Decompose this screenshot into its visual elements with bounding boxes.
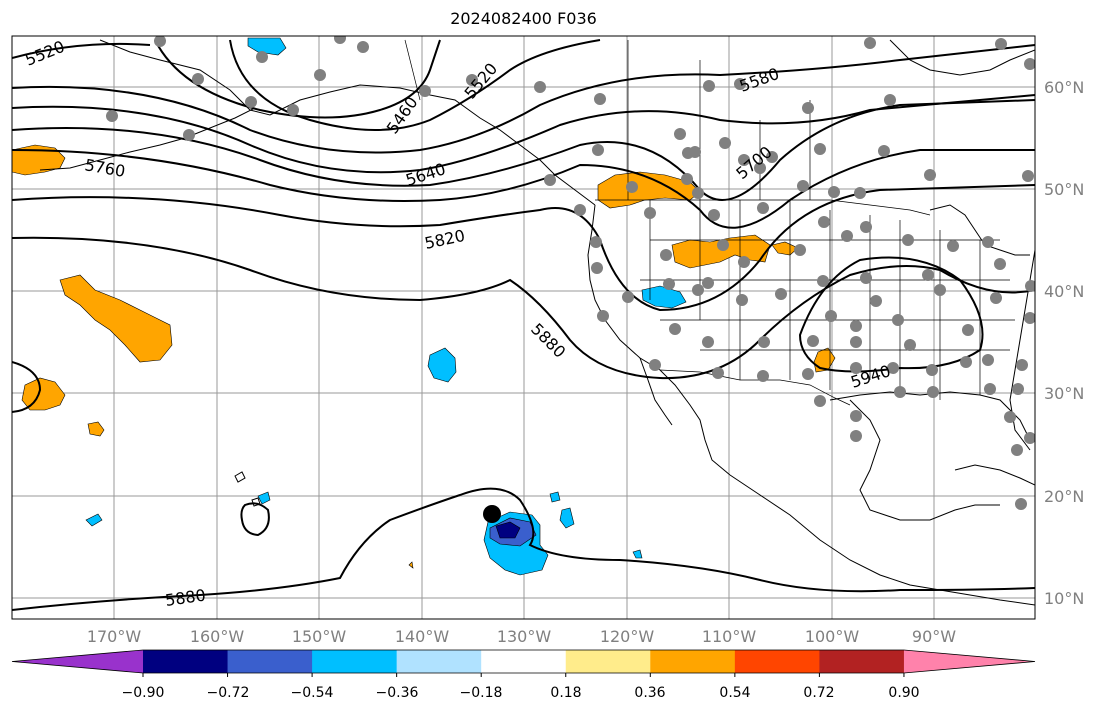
colorbar-tick-label: −0.36 <box>376 685 419 701</box>
colorbar-segment <box>481 650 567 673</box>
anomaly-fill-dateline-west <box>21 377 66 411</box>
colorbar-tick-labels: −0.90 −0.72 −0.54 −0.36 −0.18 0.18 0.36 … <box>122 685 920 701</box>
contour-label: 5880 <box>527 319 569 361</box>
colorbar-tick-label: 0.90 <box>888 685 919 701</box>
lon-label: 120°W <box>600 627 655 646</box>
lon-label: 90°W <box>912 627 956 646</box>
lon-label: 160°W <box>190 627 245 646</box>
height-contours <box>12 39 1035 611</box>
contour-5520-a <box>12 42 151 59</box>
lat-label: 50°N <box>1044 180 1084 199</box>
anomaly-fill-small-1 <box>87 421 105 437</box>
contour-5820 <box>12 184 1035 312</box>
colorbar-segment <box>396 650 482 673</box>
colorbar-segment <box>734 650 820 673</box>
anomaly-fill-central-pacific <box>427 347 457 383</box>
colorbar-tick-label: 0.54 <box>719 685 750 701</box>
contour-5880-north <box>12 236 1035 380</box>
map-frame <box>11 35 1036 620</box>
anomaly-fill-tiny <box>408 561 414 569</box>
colorbar-tick-label: 0.36 <box>634 685 665 701</box>
hawaii-islands <box>234 471 261 507</box>
anomaly-fill-small-6 <box>632 549 643 559</box>
colorbar <box>11 649 1036 677</box>
aleutians <box>39 107 256 171</box>
colorbar-tick-label: −0.18 <box>460 685 503 701</box>
contour-label: 5700 <box>732 142 775 183</box>
gulf-coast <box>849 399 1000 521</box>
contour-5880-south <box>12 487 1035 611</box>
anomaly-fill-small-3 <box>257 491 271 505</box>
anomaly-fill-west-edge <box>12 144 66 176</box>
positive-anomaly-fills <box>12 144 836 569</box>
lon-label: 130°W <box>497 627 552 646</box>
anomaly-fill-great-basin <box>641 285 687 309</box>
us-canada-border <box>595 199 931 216</box>
great-lakes <box>929 204 1030 256</box>
contour-label: 5460 <box>383 93 422 137</box>
contour-label: 5580 <box>737 64 782 96</box>
colorbar-segment <box>565 650 651 673</box>
latitude-labels: 60°N 50°N 40°N 30°N 20°N 10°N <box>1044 78 1084 608</box>
lat-label: 10°N <box>1044 589 1084 608</box>
contour-5460 <box>154 39 441 119</box>
contour-small-ring-west <box>12 361 42 413</box>
contour-small-ring-hawaii <box>240 502 270 537</box>
lon-label: 140°W <box>395 627 450 646</box>
contour-label: 5820 <box>423 226 467 253</box>
tropical-cyclone-marker <box>483 505 501 523</box>
contour-5520-b <box>229 39 601 131</box>
contour-label: 5880 <box>164 585 207 609</box>
anomaly-fill-hawaii-north <box>59 274 173 363</box>
baja <box>639 357 673 426</box>
map-panel: 5520 5460 5520 5580 5760 5640 5700 5820 … <box>12 36 1035 619</box>
alaska-coast <box>99 39 596 206</box>
colorbar-segment <box>227 650 313 673</box>
us-mexico-border <box>659 369 851 406</box>
political-borders <box>404 39 1015 406</box>
negative-anomaly-fills <box>85 37 687 576</box>
colorbar-segment <box>650 650 736 673</box>
colorbar-tick-label: 0.72 <box>803 685 834 701</box>
contour-5640 <box>12 94 1035 174</box>
colorbar-tick-label: −0.90 <box>122 685 165 701</box>
lon-label: 170°W <box>87 627 142 646</box>
colorbar-segment <box>143 650 229 673</box>
anomaly-fill-tropical-max <box>495 521 521 539</box>
station-markers <box>106 36 1035 510</box>
anomaly-fill-rockies <box>671 234 771 269</box>
lat-label: 60°N <box>1044 78 1084 97</box>
colorbar-extend-low <box>12 650 143 673</box>
anomaly-fill-small-2 <box>85 513 103 527</box>
colorbar-tick-label: −0.72 <box>207 685 250 701</box>
colorbar-segment <box>819 650 905 673</box>
contour-5940 <box>798 256 984 373</box>
contour-label: 5520 <box>22 37 67 70</box>
canada-provinces <box>404 39 811 200</box>
anomaly-fill-plains <box>771 241 799 256</box>
lat-label: 20°N <box>1044 487 1084 506</box>
colorbar-tick-label: −0.54 <box>291 685 334 701</box>
anomaly-fill-gulf-alaska <box>247 37 287 56</box>
lon-label: 150°W <box>292 627 347 646</box>
colorbar-segment <box>312 650 398 673</box>
anomaly-fill-small-5 <box>559 507 575 529</box>
cuba <box>954 464 1035 486</box>
contour-5580 <box>12 44 1035 154</box>
lat-label: 40°N <box>1044 282 1084 301</box>
coastlines <box>39 39 1035 606</box>
colorbar-extend-high <box>903 650 1035 673</box>
anomaly-fill-small-4 <box>549 491 561 503</box>
map-title: 2024082400 F036 <box>450 9 597 28</box>
lat-label: 30°N <box>1044 384 1084 403</box>
lon-label: 110°W <box>702 627 757 646</box>
lon-label: 100°W <box>805 627 860 646</box>
mexico-coast <box>729 474 1035 606</box>
longitude-labels: 170°W 160°W 150°W 140°W 130°W 120°W 110°… <box>87 627 956 646</box>
contour-5700 <box>12 99 1035 201</box>
colorbar-tick-label: 0.18 <box>550 685 581 701</box>
contour-label: 5760 <box>83 155 126 181</box>
hudson-bay <box>889 39 1035 76</box>
